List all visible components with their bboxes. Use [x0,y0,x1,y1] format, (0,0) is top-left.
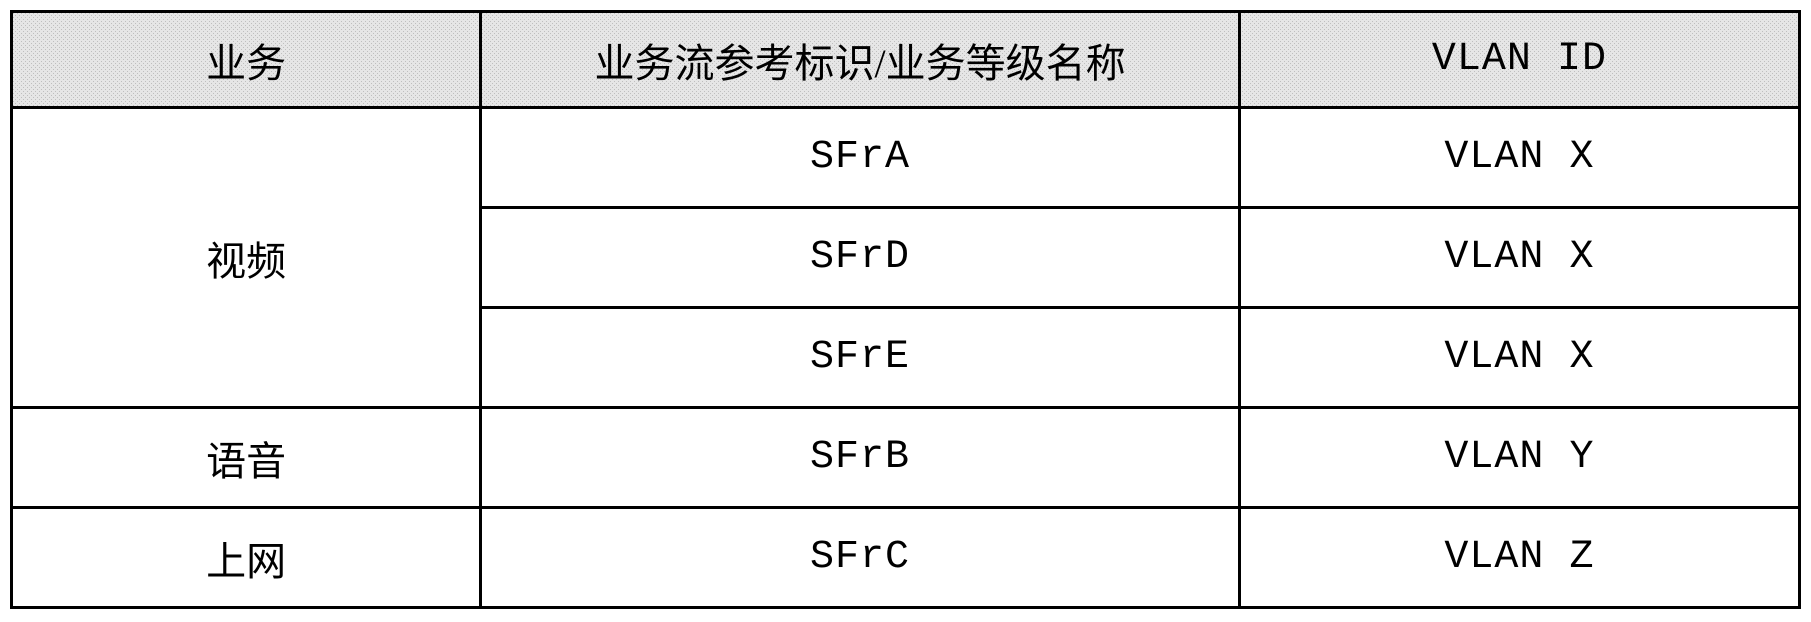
table-row: 语音SFrBVLAN Y [12,408,1800,508]
col-header-vlan: VLAN ID [1239,12,1799,108]
col-header-service: 业务 [12,12,481,108]
service-vlan-table: 业务 业务流参考标识/业务等级名称 VLAN ID 视频SFrAVLAN XSF… [10,10,1801,609]
cell-flow: SFrB [481,408,1240,508]
cell-flow: SFrA [481,108,1240,208]
col-header-flow: 业务流参考标识/业务等级名称 [481,12,1240,108]
header-row: 业务 业务流参考标识/业务等级名称 VLAN ID [12,12,1800,108]
cell-vlan: VLAN Y [1239,408,1799,508]
table-row: 视频SFrAVLAN X [12,108,1800,208]
cell-flow: SFrD [481,208,1240,308]
cell-service: 上网 [12,508,481,608]
cell-vlan: VLAN X [1239,308,1799,408]
cell-vlan: VLAN Z [1239,508,1799,608]
cell-service: 语音 [12,408,481,508]
cell-vlan: VLAN X [1239,108,1799,208]
cell-vlan: VLAN X [1239,208,1799,308]
cell-flow: SFrC [481,508,1240,608]
cell-service: 视频 [12,108,481,408]
cell-flow: SFrE [481,308,1240,408]
table-row: 上网SFrCVLAN Z [12,508,1800,608]
